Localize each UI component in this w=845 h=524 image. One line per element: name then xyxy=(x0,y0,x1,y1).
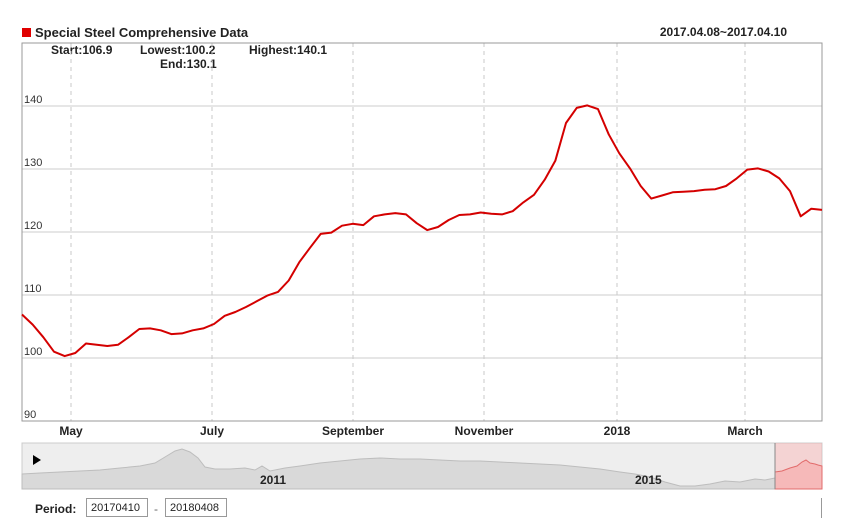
y-tick-label: 120 xyxy=(24,220,42,232)
navigator-label-2015: 2015 xyxy=(635,473,662,487)
stat-highest: Highest:140.1 xyxy=(249,43,328,57)
series-line xyxy=(21,104,823,358)
date-range: 2017.04.08~2017.04.10 xyxy=(659,25,787,39)
title-swatch xyxy=(22,28,31,37)
y-tick-label: 140 xyxy=(24,94,42,106)
navigator-label-2011: 2011 xyxy=(260,473,286,487)
y-tick-label: 110 xyxy=(24,283,42,295)
navigator-selection-area xyxy=(774,459,823,490)
x-tick-label: 2018 xyxy=(604,424,631,438)
period-from-input[interactable] xyxy=(86,498,148,517)
period-label: Period: xyxy=(35,502,77,516)
x-tick-label: May xyxy=(59,424,83,438)
y-tick-label: 130 xyxy=(24,157,42,169)
navigator[interactable]: 2011 2015 xyxy=(21,442,823,490)
period-separator: - xyxy=(154,502,158,516)
stat-end: End:130.1 xyxy=(160,57,217,71)
navigator-history-area xyxy=(21,448,776,490)
period-to-input[interactable] xyxy=(165,498,227,517)
play-icon[interactable] xyxy=(33,455,41,465)
x-tick-label: March xyxy=(727,424,762,438)
x-tick-label: November xyxy=(455,424,514,438)
x-tick-label: July xyxy=(200,424,224,438)
chart-title: Special Steel Comprehensive Data xyxy=(35,25,249,40)
plot-frame xyxy=(21,42,823,422)
y-tick-label: 100 xyxy=(24,346,42,358)
stat-lowest: Lowest:100.2 xyxy=(140,43,216,57)
stat-start: Start:106.9 xyxy=(51,43,113,57)
x-tick-label: September xyxy=(322,424,384,438)
nav-right-tick xyxy=(821,498,822,518)
y-tick-label: 90 xyxy=(24,409,36,421)
